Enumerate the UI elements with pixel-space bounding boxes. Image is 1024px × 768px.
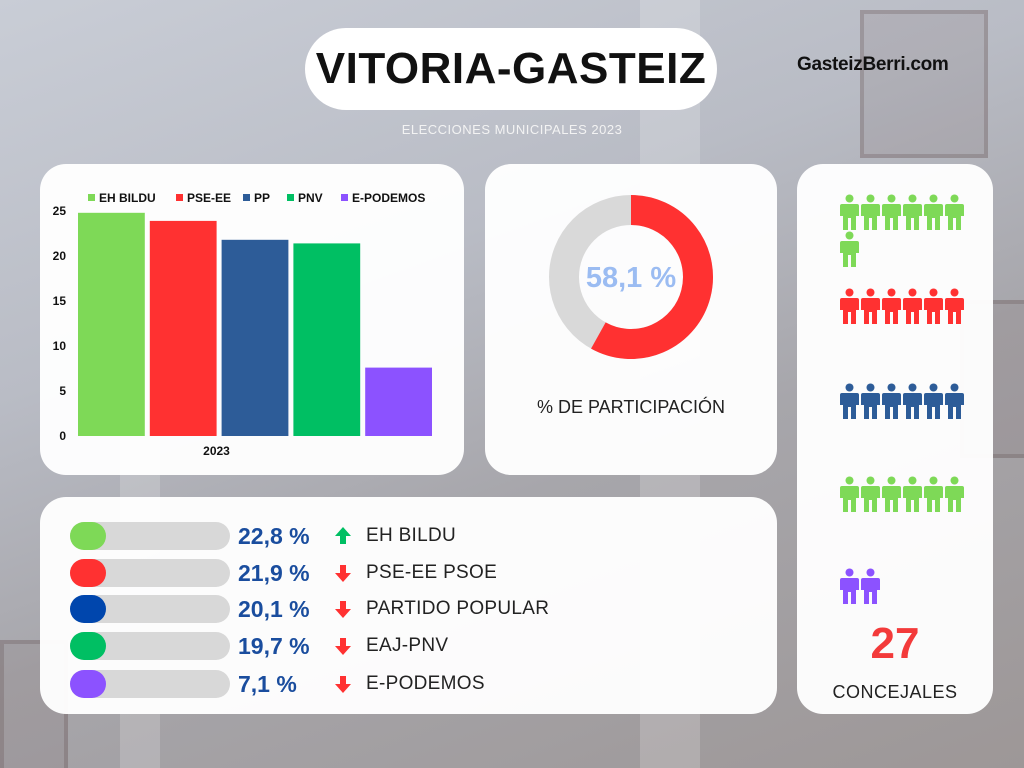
result-percentage: 20,1 % [238, 596, 310, 622]
person-icon [945, 476, 964, 512]
seat-group [839, 476, 969, 513]
legend-label: PNV [298, 191, 323, 205]
person-icon [903, 476, 922, 512]
result-track [70, 595, 230, 623]
person-icon [861, 194, 880, 230]
result-track [70, 670, 230, 698]
bar-chart-card: EH BILDU PSE-EE PP PNV E-PODEMOS 0 5 10 15 20 25 20… [40, 164, 464, 475]
legend-swatch [243, 194, 250, 201]
arrow-down-icon [335, 565, 351, 582]
person-icon [903, 288, 922, 324]
result-color-dot [70, 522, 106, 550]
legend-swatch [341, 194, 348, 201]
person-icon [861, 476, 880, 512]
person-icon [840, 194, 859, 230]
bar-pnv [293, 243, 361, 436]
result-percentage: 22,8 % [238, 523, 310, 549]
participation-value: 58,1 % [586, 262, 676, 294]
person-icon [861, 383, 880, 419]
person-icon [945, 288, 964, 324]
result-percentage: 7,1 % [238, 671, 297, 697]
legend-label: EH BILDU [99, 191, 156, 205]
person-icon [882, 476, 901, 512]
y-tick-label: 10 [53, 339, 67, 353]
seats-total-label: CONCEJALES [832, 682, 958, 702]
person-icon [924, 383, 943, 419]
arrow-down-icon [335, 676, 351, 693]
person-icon [840, 383, 859, 419]
seats-card: 27 CONCEJALES [797, 164, 993, 714]
person-icon [882, 194, 901, 230]
person-icon [903, 383, 922, 419]
participation-label: % DE PARTICIPACIÓN [536, 397, 726, 417]
y-tick-label: 5 [59, 384, 66, 398]
person-icon [861, 568, 880, 604]
x-tick-label: 2023 [203, 444, 230, 458]
result-row: 21,9 % PSE-EE PSOE [70, 558, 770, 588]
brand-logo: GasteizBerri.com [797, 54, 949, 75]
person-icon [882, 288, 901, 324]
participation-donut: 58,1 % [549, 195, 713, 359]
person-icon [903, 194, 922, 230]
person-icon [840, 231, 859, 267]
seat-group [839, 288, 969, 325]
seat-group [839, 568, 969, 605]
legend-label: E-PODEMOS [352, 191, 425, 205]
y-tick-label: 25 [53, 204, 67, 218]
person-icon [840, 568, 859, 604]
y-tick-label: 15 [53, 294, 67, 308]
person-icon [945, 383, 964, 419]
result-track [70, 559, 230, 587]
y-tick-label: 20 [53, 249, 67, 263]
legend-swatch [88, 194, 95, 201]
legend-swatch [287, 194, 294, 201]
legend-label: PP [254, 191, 270, 205]
result-track [70, 522, 230, 550]
donut-filled [591, 195, 713, 359]
result-color-dot [70, 632, 106, 660]
seats-total: 27 [870, 619, 920, 668]
result-row: 7,1 % E-PODEMOS [70, 669, 770, 699]
result-party-name: EH BILDU [366, 525, 457, 546]
result-party-name: PSE-EE PSOE [366, 562, 498, 583]
result-color-dot [70, 670, 106, 698]
result-row: 22,8 % EH BILDU [70, 521, 770, 551]
page-title: VITORIA-GASTEIZ [305, 28, 717, 110]
results-card: 22,8 % EH BILDU 21,9 % PSE-EE PSOE 20,1 % PAR… [40, 497, 777, 714]
person-icon [840, 288, 859, 324]
result-color-dot [70, 595, 106, 623]
bar-chart: EH BILDU PSE-EE PP PNV E-PODEMOS 0 5 10 15 20 25 20… [53, 191, 432, 458]
y-tick-label: 0 [59, 429, 66, 443]
result-row: 19,7 % EAJ-PNV [70, 631, 770, 661]
seat-group [839, 383, 969, 420]
result-track [70, 632, 230, 660]
legend-swatch [176, 194, 183, 201]
person-icon [861, 288, 880, 324]
result-party-name: EAJ-PNV [366, 635, 449, 656]
person-icon [924, 288, 943, 324]
bar-pp [221, 239, 289, 436]
legend-label: PSE-EE [187, 191, 231, 205]
participation-card: 58,1 % % DE PARTICIPACIÓN [485, 164, 777, 475]
subtitle: ELECCIONES MUNICIPALES 2023 [401, 122, 623, 137]
result-row: 20,1 % PARTIDO POPULAR [70, 594, 770, 624]
bar-e-podemos [365, 367, 432, 436]
result-color-dot [70, 559, 106, 587]
result-percentage: 19,7 % [238, 633, 310, 659]
bar-pse-ee [149, 220, 217, 436]
person-icon [945, 194, 964, 230]
arrow-down-icon [335, 601, 351, 618]
arrow-up-icon [335, 527, 351, 544]
person-icon [924, 194, 943, 230]
bar-eh-bildu [78, 212, 145, 436]
seat-group [839, 194, 969, 268]
person-icon [924, 476, 943, 512]
result-percentage: 21,9 % [238, 560, 310, 586]
result-party-name: PARTIDO POPULAR [366, 598, 550, 619]
result-party-name: E-PODEMOS [366, 673, 485, 694]
person-icon [840, 476, 859, 512]
person-icon [882, 383, 901, 419]
arrow-down-icon [335, 638, 351, 655]
